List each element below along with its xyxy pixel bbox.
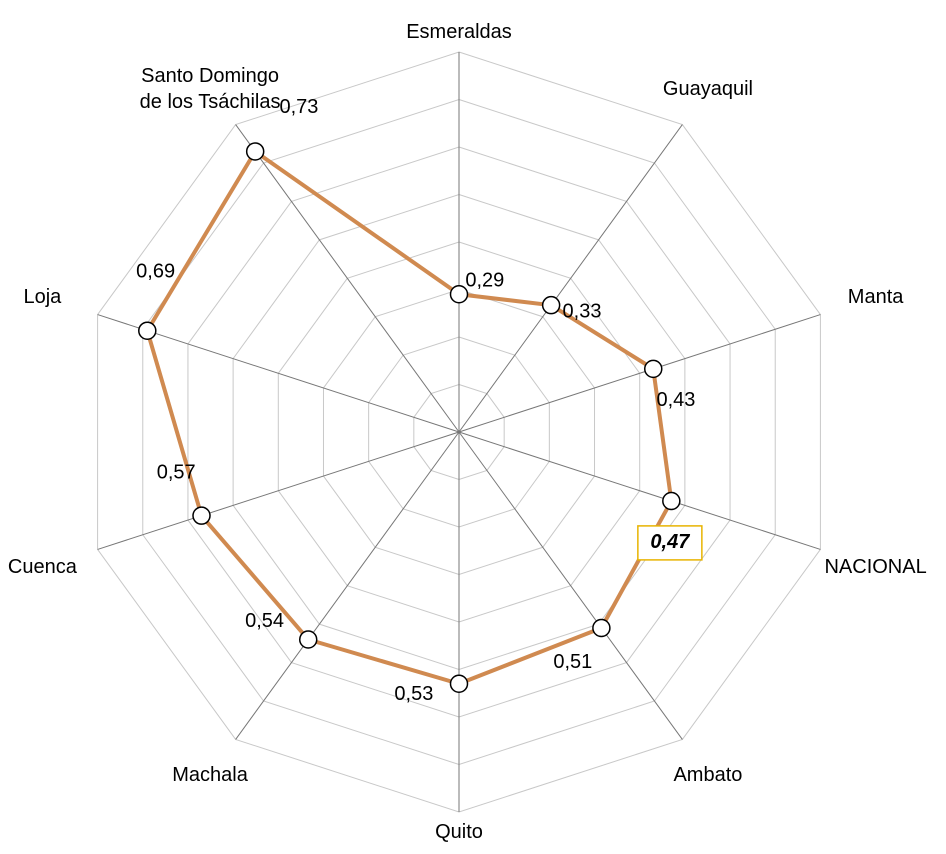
category-label: NACIONAL [824, 556, 927, 579]
category-label: Guayaquil [662, 78, 753, 101]
category-label: Ambato [673, 763, 743, 786]
data-point [592, 618, 611, 638]
data-point [644, 359, 663, 379]
category-label: Esmeraldas [406, 21, 512, 43]
data-point [298, 630, 318, 649]
spoke [97, 314, 460, 433]
value-label: 0,53 [394, 683, 433, 705]
value-label: 0,69 [136, 261, 175, 283]
value-label: 0,54 [245, 610, 284, 632]
spoke [458, 431, 821, 550]
value-label: 0,73 [279, 96, 318, 118]
category-label: Machala [172, 763, 248, 786]
spoke [235, 124, 460, 433]
category-label: Cuenca [7, 556, 77, 579]
value-label: 0,47 [650, 531, 690, 553]
value-label: 0,33 [563, 300, 602, 322]
category-label: Manta [847, 285, 904, 308]
data-point [245, 142, 265, 161]
data-point [662, 491, 681, 511]
category-label: Loja [23, 285, 62, 308]
spoke [97, 431, 460, 550]
data-point [138, 321, 157, 340]
spoke [235, 431, 460, 740]
value-label: 0,57 [157, 461, 196, 483]
data-point [541, 295, 561, 315]
category-label: Santo Domingo de los Tsáchilas [139, 65, 281, 114]
spoke [458, 124, 683, 433]
data-point [449, 674, 469, 693]
series-line [145, 149, 674, 686]
data-point [449, 285, 469, 304]
value-label: 0,43 [657, 389, 696, 411]
data-point [192, 506, 211, 525]
spoke [458, 431, 683, 740]
category-label: Quito [435, 821, 483, 843]
highlight-box [637, 525, 703, 561]
value-label: 0,29 [465, 270, 504, 292]
spoke [458, 314, 821, 433]
value-label: 0,51 [553, 651, 592, 673]
